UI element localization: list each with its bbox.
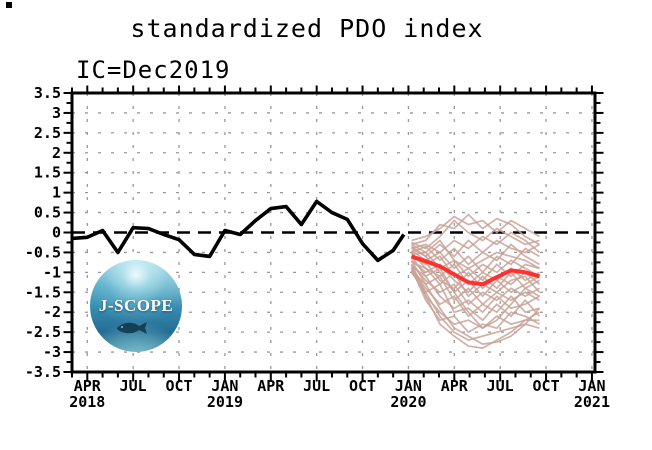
x-tick-label: OCT [165,377,192,395]
y-tick-label: -2 [43,303,61,321]
x-year-label: 2021 [574,393,610,411]
ensemble-member-line [410,255,540,298]
x-tick-label: JUL [120,377,147,395]
jscope-logo: J-SCOPE [90,260,182,352]
x-tick-label: APR [74,377,102,395]
y-tick-label: 1.5 [34,164,61,182]
y-tick-label: 2 [52,144,61,162]
y-tick-label: 0.5 [34,204,61,222]
x-year-label: 2020 [390,393,426,411]
y-tick-label: -0.5 [25,243,61,261]
ensemble-member-line [410,266,540,349]
x-tick-label: JAN [211,377,238,395]
x-tick-label: OCT [349,377,376,395]
x-year-label: 2018 [69,393,105,411]
x-tick-label: APR [441,377,469,395]
ensemble-member-line [411,243,540,266]
y-tick-label: -1.5 [25,283,61,301]
x-tick-label: JAN [395,377,422,395]
y-tick-label: 2.5 [34,124,61,142]
y-tick-label: 0 [52,224,61,242]
y-tick-label: 3 [52,104,61,122]
plot-border-and-ticks [63,85,604,382]
x-tick-label: JAN [578,377,605,395]
y-tick-label: 1 [52,184,61,202]
axis-tick-labels: 3.5 3 2.5 2 1.5 1 0.5 0-0.5 -1 -1.5 -2 -2.5 -3 -3.5 AP… [25,84,610,411]
initial-condition-label: IC=Dec2019 [76,56,231,84]
y-tick-label: -2.5 [25,323,61,341]
y-tick-label: -1 [43,263,61,281]
ensemble-member-line [410,263,541,322]
ensemble-member-line [411,265,540,314]
ensemble-mean-line [410,254,541,287]
ensemble-members [410,213,541,349]
ensemble-member-line [411,213,540,246]
chart-title: standardized PDO index [130,14,484,43]
x-tick-label: APR [257,377,285,395]
x-tick-label: JUL [303,377,330,395]
ensemble-member-line [411,231,541,254]
x-tick-label: OCT [533,377,560,395]
x-tick-label: JUL [487,377,514,395]
x-year-label: 2019 [207,393,243,411]
corner-artifact-dot [6,2,12,8]
y-tick-label: -3.5 [25,363,61,381]
y-tick-label: -3 [43,343,61,361]
ensemble-member-line [411,261,541,298]
ensemble-member-line [411,219,540,250]
fish-icon [117,322,147,334]
observed-line [71,199,406,263]
jscope-logo-label: J-SCOPE [98,296,174,315]
y-tick-label: 3.5 [34,84,61,102]
ensemble-member-line [410,269,541,345]
ensemble-member-line [411,239,540,270]
